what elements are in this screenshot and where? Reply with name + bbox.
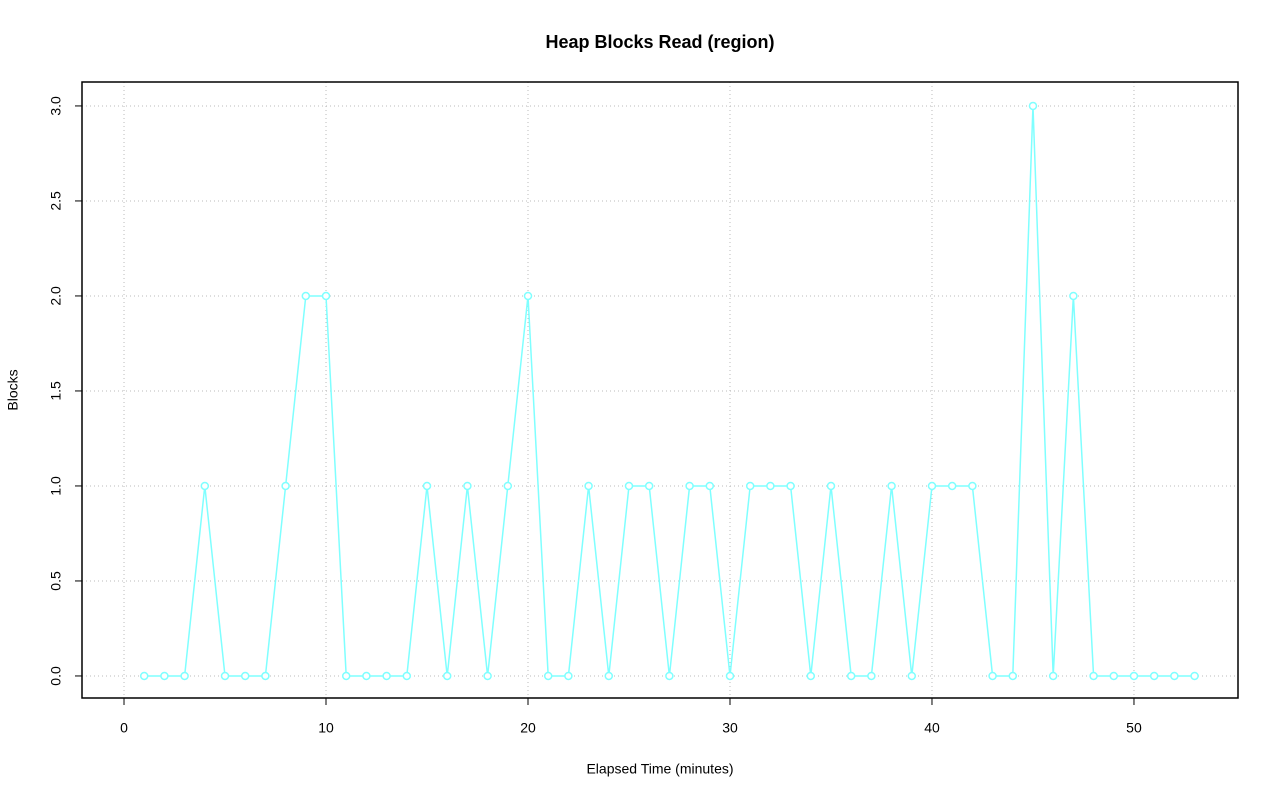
data-point [947,481,957,491]
data-point [483,671,492,681]
data-point [1170,671,1179,681]
data-point [846,671,856,681]
y-tick-label: 1.0 [48,476,64,496]
data-point [301,291,311,301]
y-tick-label: 2.0 [48,286,64,306]
data-point [463,481,472,491]
data-point [1048,671,1058,681]
data-point [1109,671,1119,681]
y-tick-label: 1.5 [48,381,64,401]
y-tick-label: 0.0 [48,666,64,686]
data-point [887,481,896,491]
data-point [745,481,755,491]
data-point [1190,671,1199,681]
data-point [584,481,593,491]
data-point [422,481,432,491]
data-point [786,481,795,491]
data-point [200,481,210,491]
x-tick-label: 50 [1126,720,1142,736]
x-tick-label: 40 [924,720,940,736]
data-point [543,671,553,681]
data-point [766,481,775,491]
data-point [1069,291,1078,301]
data-point [362,671,371,681]
chart-title: Heap Blocks Read (region) [545,32,774,52]
data-point [240,671,250,681]
y-axis-label: Blocks [5,369,21,410]
data-point [341,671,351,681]
data-point [988,671,997,681]
data-point [1089,671,1098,681]
data-point [806,671,816,681]
data-point [402,671,412,681]
data-point [685,481,694,491]
data-point [705,481,715,491]
x-tick-label: 20 [520,720,536,736]
data-point [382,671,391,681]
data-point [321,291,331,301]
x-tick-label: 30 [722,720,738,736]
data-point [826,481,836,491]
data-point [867,671,876,681]
plot-frame [81,81,1239,699]
data-point [1149,671,1159,681]
data-point [1028,101,1038,111]
data-point [261,671,270,681]
data-point [968,481,977,491]
data-point [180,671,189,681]
data-point [564,671,573,681]
data-point [907,671,917,681]
data-point [725,671,735,681]
y-tick-label: 0.5 [48,571,64,591]
y-tick-label: 3.0 [48,96,64,116]
data-point [281,481,290,491]
data-point [604,671,614,681]
data-point [503,481,513,491]
data-point [665,671,674,681]
data-point [523,291,533,301]
data-point [139,671,149,681]
data-point [644,481,654,491]
y-tick-label: 2.5 [48,191,64,211]
data-point [624,481,634,491]
x-tick-label: 10 [318,720,334,736]
data-point [927,481,937,491]
data-point [1129,671,1139,681]
data-point [160,671,169,681]
data-point [1008,671,1018,681]
x-axis-label: Elapsed Time (minutes) [586,761,733,777]
data-point [442,671,452,681]
x-tick-label: 0 [120,720,128,736]
data-point [220,671,230,681]
